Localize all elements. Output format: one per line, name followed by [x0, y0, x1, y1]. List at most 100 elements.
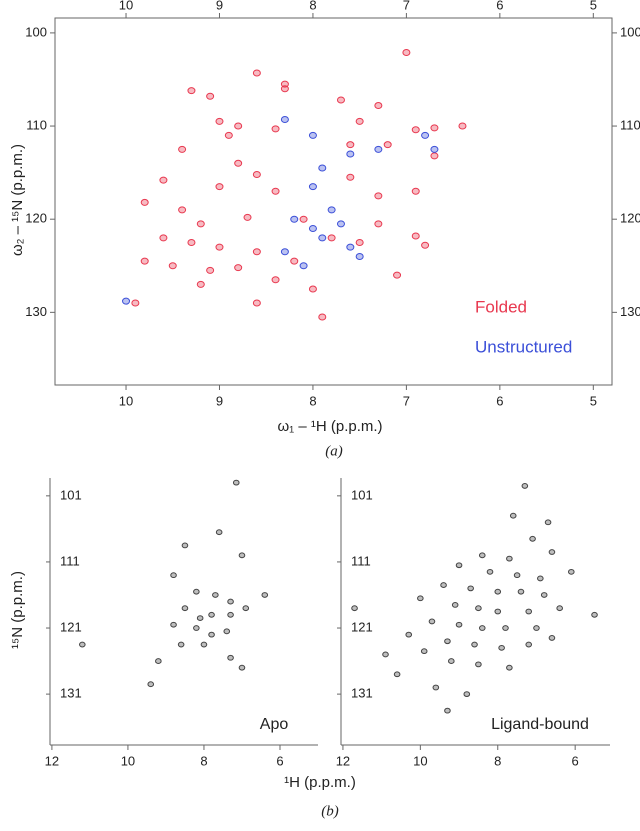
peak	[299, 262, 308, 270]
x-tick-label: 12	[45, 753, 59, 768]
peak	[290, 215, 299, 223]
y-tick-label: 121	[351, 619, 373, 634]
peak	[178, 145, 187, 153]
peak	[159, 176, 168, 184]
peak	[215, 529, 223, 536]
caption: (b)	[321, 803, 339, 819]
peak	[223, 628, 231, 635]
peak	[200, 641, 208, 648]
peak	[177, 641, 185, 648]
peak	[170, 572, 177, 579]
peak	[525, 608, 533, 615]
peak	[336, 220, 345, 228]
x-tick-label: 9	[216, 0, 223, 12]
peak	[147, 681, 155, 688]
x-tick-label: 5	[590, 393, 597, 408]
peak	[224, 131, 233, 139]
peak	[374, 145, 383, 153]
peak	[234, 159, 243, 167]
plot-frame	[54, 17, 613, 386]
peak	[159, 234, 168, 242]
peak	[405, 631, 413, 638]
y-tick-label: 100	[620, 24, 640, 39]
peak	[417, 595, 424, 602]
peak	[346, 150, 355, 158]
peak	[548, 635, 556, 641]
y-tick-label: 131	[351, 686, 373, 701]
peak	[411, 126, 420, 134]
peak	[444, 638, 451, 645]
peak	[494, 588, 502, 595]
y-tick-label: 131	[60, 686, 82, 701]
peak	[196, 280, 205, 288]
y-tick-label: 130	[25, 304, 47, 319]
peak	[509, 512, 517, 519]
peak	[537, 575, 544, 582]
peak	[517, 588, 525, 595]
peak	[478, 625, 486, 631]
peak	[506, 664, 513, 671]
peak	[318, 313, 327, 321]
peak	[327, 234, 336, 242]
peak	[299, 215, 308, 223]
peak	[238, 664, 246, 671]
peak	[444, 707, 451, 714]
peak	[318, 234, 327, 242]
peak	[79, 641, 86, 648]
peak	[428, 618, 436, 625]
peak	[421, 241, 430, 249]
peak	[540, 592, 548, 598]
peak	[178, 206, 187, 214]
peak	[544, 519, 552, 526]
peak	[252, 299, 261, 307]
x-tick-label: 10	[119, 0, 133, 12]
peak	[271, 125, 280, 133]
y-tick-label: 101	[60, 487, 82, 502]
peak	[463, 691, 471, 698]
panel-label: Apo	[260, 716, 289, 733]
peak	[351, 605, 358, 612]
peak	[355, 238, 364, 246]
peak	[458, 122, 467, 130]
peak	[252, 170, 261, 178]
x-tick-label: 8	[309, 0, 316, 12]
peak	[234, 122, 243, 130]
peak	[243, 213, 252, 221]
peak	[383, 141, 392, 149]
y-tick-label: 110	[26, 117, 47, 132]
peak	[451, 601, 459, 608]
peak	[271, 276, 280, 284]
x-tick-label: 10	[119, 393, 133, 408]
y-tick-label: 111	[60, 553, 80, 568]
y-tick-label: 120	[620, 211, 640, 226]
x-tick-label: 7	[403, 0, 410, 12]
peak	[215, 117, 224, 125]
peak	[215, 243, 224, 251]
x-tick-label: 6	[496, 0, 503, 12]
peak	[498, 644, 505, 651]
peak	[374, 192, 383, 200]
peak	[196, 615, 204, 622]
y-tick-label: 100	[25, 24, 47, 39]
legend-label: Folded	[475, 297, 527, 316]
peak	[471, 641, 478, 648]
peak	[382, 651, 389, 658]
peak	[238, 552, 246, 559]
peak	[208, 631, 215, 638]
peak	[336, 96, 345, 104]
peak	[529, 535, 536, 542]
peak	[280, 116, 289, 124]
peak	[261, 592, 269, 598]
peak	[155, 658, 162, 664]
x-tick-label: 8	[494, 753, 501, 768]
peak	[227, 598, 234, 605]
peak	[181, 542, 189, 549]
peak	[170, 621, 177, 628]
caption: (a)	[325, 443, 343, 459]
peak	[411, 187, 420, 195]
peak	[430, 152, 439, 160]
y-tick-label: 130	[620, 304, 640, 319]
peak	[591, 611, 598, 618]
peak	[455, 562, 463, 569]
peak	[242, 605, 250, 612]
